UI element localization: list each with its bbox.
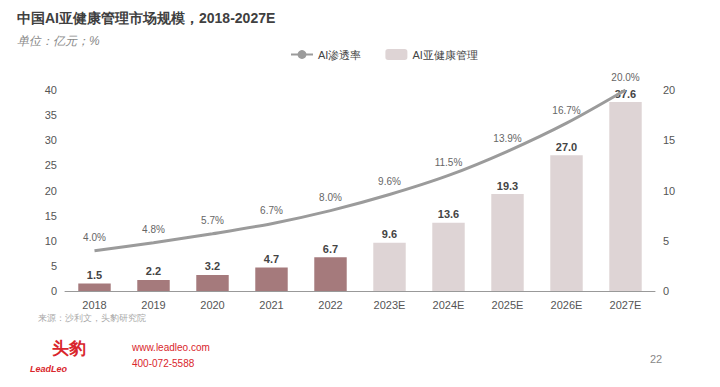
svg-text:0: 0	[663, 285, 669, 297]
svg-text:9.6%: 9.6%	[378, 176, 401, 187]
svg-text:9.6: 9.6	[382, 228, 397, 240]
svg-text:13.9%: 13.9%	[493, 133, 521, 144]
svg-text:25: 25	[45, 159, 57, 171]
svg-text:3.2: 3.2	[205, 260, 220, 272]
svg-text:中国AI亚健康管理市场规模，2018-2027E: 中国AI亚健康管理市场规模，2018-2027E	[17, 10, 275, 26]
svg-text:2020: 2020	[200, 299, 224, 311]
svg-text:LeadLeo: LeadLeo	[30, 364, 68, 374]
svg-text:2025E: 2025E	[492, 299, 524, 311]
svg-text:5: 5	[663, 235, 669, 247]
svg-text:2026E: 2026E	[551, 299, 583, 311]
svg-text:2027E: 2027E	[610, 299, 642, 311]
svg-text:27.0: 27.0	[556, 141, 577, 153]
svg-text:4.0%: 4.0%	[83, 232, 106, 243]
svg-text:头豹: 头豹	[52, 339, 86, 358]
svg-text:2.2: 2.2	[146, 265, 161, 277]
svg-text:1.5: 1.5	[87, 269, 102, 281]
svg-text:2022: 2022	[318, 299, 342, 311]
svg-text:4.7: 4.7	[264, 253, 279, 265]
svg-text:2019: 2019	[141, 299, 165, 311]
svg-text:8.0%: 8.0%	[319, 192, 342, 203]
svg-text:5.7%: 5.7%	[201, 215, 224, 226]
svg-text:15: 15	[663, 134, 675, 146]
svg-text:11.5%: 11.5%	[435, 157, 463, 168]
svg-text:2023E: 2023E	[374, 299, 406, 311]
svg-text:2018: 2018	[82, 299, 106, 311]
svg-text:20.0%: 20.0%	[611, 72, 639, 83]
svg-text:15: 15	[45, 210, 57, 222]
svg-text:单位：亿元；%: 单位：亿元；%	[17, 34, 100, 48]
svg-text:10: 10	[45, 235, 57, 247]
svg-text:19.3: 19.3	[497, 180, 518, 192]
svg-text:6.7%: 6.7%	[260, 205, 283, 216]
svg-text:400-072-5588: 400-072-5588	[132, 358, 195, 369]
svg-text:AI亚健康管理: AI亚健康管理	[412, 49, 477, 61]
svg-text:20: 20	[663, 84, 675, 96]
svg-text:www.leadleo.com: www.leadleo.com	[131, 342, 210, 353]
svg-text:2021: 2021	[259, 299, 283, 311]
svg-text:37.6: 37.6	[614, 87, 637, 100]
svg-text:40: 40	[45, 84, 57, 96]
svg-text:0: 0	[51, 285, 57, 297]
svg-text:6.7: 6.7	[323, 243, 338, 255]
svg-text:20: 20	[45, 185, 57, 197]
svg-text:4.8%: 4.8%	[142, 224, 165, 235]
svg-text:16.7%: 16.7%	[552, 105, 580, 116]
svg-text:2024E: 2024E	[433, 299, 465, 311]
svg-text:来源：沙利文，头豹研究院: 来源：沙利文，头豹研究院	[38, 313, 146, 323]
svg-text:10: 10	[663, 185, 675, 197]
svg-text:22: 22	[650, 353, 662, 365]
svg-text:30: 30	[45, 134, 57, 146]
svg-text:5: 5	[51, 260, 57, 272]
svg-text:35: 35	[45, 109, 57, 121]
svg-text:AI渗透率: AI渗透率	[318, 49, 361, 61]
svg-text:13.6: 13.6	[438, 208, 459, 220]
